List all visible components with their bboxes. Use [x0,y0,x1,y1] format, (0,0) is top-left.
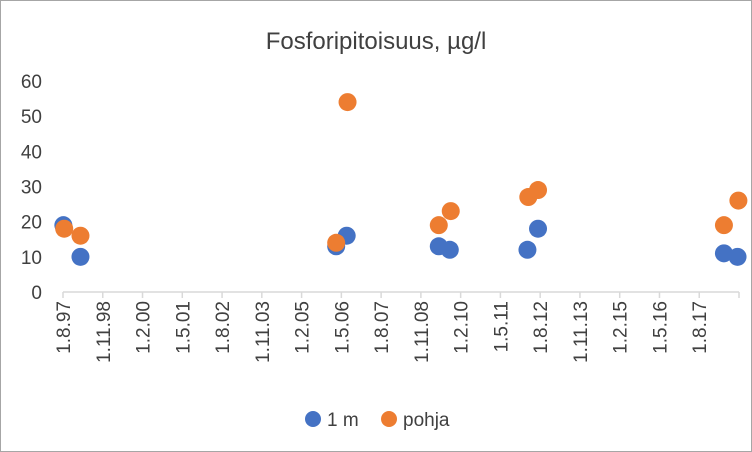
x-tick-label: 1.5.06 [332,301,353,354]
x-tick-label: 1.8.17 [690,301,711,354]
chart-title: Fosforipitoisuus, µg/l [266,28,487,55]
y-axis: 0 10 20 30 40 50 60 [21,72,42,304]
y-tick-label: 50 [21,107,42,128]
data-point [440,240,459,259]
data-point [529,219,548,238]
x-tick-label: 1.2.15 [611,301,632,354]
data-point [55,219,74,238]
data-point [729,191,748,210]
legend-marker [305,411,321,427]
data-point [518,240,537,259]
series-one-m [54,216,747,266]
data-point [429,216,448,235]
y-tick-label: 30 [21,178,42,199]
data-point [441,202,460,221]
data-point [71,226,90,245]
data-point [714,216,733,235]
series-pohja [55,93,748,252]
x-axis: 1.8.97 1.11.98 1.2.00 1.5.01 1.8.02 1.11.03 1.… [54,292,740,363]
x-tick-label: 1.11.13 [571,301,592,363]
data-point [71,247,90,266]
data-point [529,181,548,200]
y-tick-label: 0 [31,283,42,304]
y-tick-label: 40 [21,142,42,163]
x-tick-label: 1.8.07 [372,301,393,354]
legend-marker [381,411,397,427]
x-tick-label: 1.11.98 [94,301,115,363]
x-tick-label: 1.2.10 [452,301,473,354]
x-tick-label: 1.11.03 [253,301,274,363]
y-tick-label: 60 [21,72,42,93]
data-point [327,233,346,252]
x-tick-label: 1.2.00 [134,301,155,354]
legend-item-one-m: 1 m [305,410,359,431]
x-tick-label: 1.11.08 [412,301,433,363]
x-tick-label: 1.5.01 [173,301,194,354]
data-point [728,247,747,266]
y-tick-label: 10 [21,248,42,269]
x-tick-label: 1.8.02 [213,301,234,354]
legend-item-pohja: pohja [381,410,450,431]
data-point [714,244,733,263]
x-tick-label: 1.8.12 [531,301,552,354]
x-tick-label: 1.2.05 [293,301,314,354]
plot-area [54,93,748,266]
y-tick-label: 20 [21,213,42,234]
legend-label: 1 m [327,410,359,431]
data-point [338,93,357,112]
x-tick-label: 1.5.16 [650,301,671,354]
legend: 1 m pohja [305,410,450,431]
legend-label: pohja [403,410,450,431]
x-tick-label: 1.8.97 [54,301,75,354]
x-tick-label: 1.5.11 [491,301,512,352]
